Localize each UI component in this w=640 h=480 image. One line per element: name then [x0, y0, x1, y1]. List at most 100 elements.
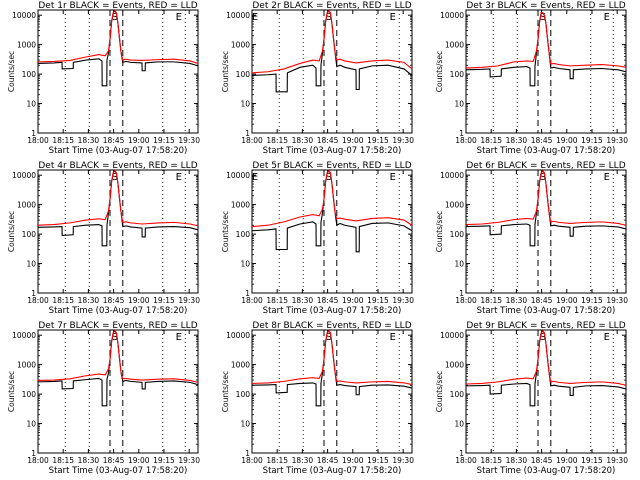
x-axis-label: Start Time (03-Aug-07 17:58:20) — [263, 466, 402, 476]
y-tick-label: 1000 — [17, 201, 36, 210]
x-tick-label: 19:30 — [392, 296, 414, 305]
x-tick-label: 19:15 — [153, 296, 175, 305]
y-tick-label: 100 — [450, 230, 465, 239]
panel-title: Det 6r BLACK = Events, RED = LLD — [466, 161, 625, 171]
x-tick-label: 18:15 — [266, 296, 288, 305]
x-tick-label: 18:15 — [52, 136, 74, 145]
x-tick-label: 19:30 — [392, 136, 414, 145]
x-tick-label: 18:45 — [317, 296, 339, 305]
x-tick-label: 18:30 — [506, 136, 528, 145]
segment-marker-label: E — [390, 12, 396, 23]
x-tick-label: 18:15 — [266, 136, 288, 145]
x-tick-label: 19:15 — [153, 456, 175, 465]
y-tick-label: 1 — [31, 289, 36, 298]
y-tick-label: 1 — [459, 449, 464, 458]
segment-marker-label: S — [540, 332, 546, 343]
y-tick-label: 1 — [459, 289, 464, 298]
x-tick-label: 18:00 — [27, 456, 49, 465]
x-tick-label: 18:00 — [455, 456, 477, 465]
x-tick-label: 18:15 — [266, 456, 288, 465]
y-tick-label: 100 — [450, 390, 465, 399]
x-tick-label: 19:15 — [153, 136, 175, 145]
x-tick-label: 18:30 — [292, 456, 314, 465]
segment-marker-label: E — [604, 332, 610, 343]
segment-marker-label: E — [604, 172, 610, 183]
x-tick-label: 18:00 — [241, 296, 263, 305]
y-tick-label: 1000 — [231, 41, 250, 50]
segment-marker-label: E — [390, 172, 396, 183]
y-tick-label: 10000 — [440, 171, 464, 180]
y-tick-label: 1000 — [445, 361, 464, 370]
x-tick-label: 18:30 — [506, 296, 528, 305]
panel-title: Det 4r BLACK = Events, RED = LLD — [38, 161, 197, 171]
y-axis-label: Counts/sec — [7, 211, 16, 252]
x-tick-label: 19:30 — [178, 456, 200, 465]
x-tick-label: 18:30 — [292, 136, 314, 145]
series-lld-line — [251, 330, 413, 386]
y-tick-label: 10 — [454, 260, 464, 269]
y-axis-label: Counts/sec — [7, 51, 16, 92]
x-tick-label: 19:15 — [581, 456, 603, 465]
segment-marker-label: S — [326, 172, 332, 183]
y-tick-label: 10000 — [226, 331, 250, 340]
x-tick-label: 19:00 — [128, 296, 150, 305]
chart-panel-5: Det 5r BLACK = Events, RED = LLD 1 10 100 10… — [221, 161, 414, 316]
x-tick-label: 18:45 — [317, 136, 339, 145]
series-lld-line — [37, 10, 199, 64]
x-tick-label: 18:45 — [103, 136, 125, 145]
panel-title: Det 5r BLACK = Events, RED = LLD — [252, 161, 411, 171]
x-axis-label: Start Time (03-Aug-07 17:58:20) — [477, 306, 616, 316]
x-tick-label: 19:30 — [178, 296, 200, 305]
y-tick-label: 1000 — [445, 41, 464, 50]
y-tick-label: 10 — [240, 420, 250, 429]
x-tick-label: 18:00 — [27, 296, 49, 305]
x-tick-label: 18:45 — [317, 456, 339, 465]
y-tick-label: 10000 — [12, 11, 36, 20]
y-tick-label: 10000 — [440, 11, 464, 20]
segment-marker-label: E — [604, 12, 610, 23]
series-lld-line — [465, 170, 627, 226]
plot-frame — [251, 9, 413, 134]
y-axis-label: Counts/sec — [435, 211, 444, 252]
x-tick-label: 18:30 — [506, 456, 528, 465]
series-lld-line — [465, 12, 627, 69]
x-tick-label: 19:00 — [342, 296, 364, 305]
x-tick-label: 18:15 — [480, 296, 502, 305]
x-axis-label: Start Time (03-Aug-07 17:58:20) — [477, 466, 616, 476]
x-tick-label: 19:15 — [581, 296, 603, 305]
x-tick-label: 19:00 — [128, 456, 150, 465]
y-tick-label: 1000 — [17, 41, 36, 50]
segment-marker-label: S — [540, 12, 546, 23]
segment-marker-label: E — [252, 12, 258, 23]
y-tick-label: 1 — [245, 449, 250, 458]
x-tick-label: 19:00 — [556, 456, 578, 465]
x-tick-label: 18:45 — [531, 136, 553, 145]
y-tick-label: 10000 — [226, 11, 250, 20]
y-tick-label: 10 — [454, 100, 464, 109]
panel-title: Det 1r BLACK = Events, RED = LLD — [38, 1, 197, 11]
y-tick-label: 10 — [26, 420, 36, 429]
plot-frame — [37, 329, 199, 454]
x-tick-label: 18:45 — [531, 456, 553, 465]
x-axis-label: Start Time (03-Aug-07 17:58:20) — [49, 306, 188, 316]
x-tick-label: 18:15 — [52, 296, 74, 305]
y-axis-label: Counts/sec — [435, 371, 444, 412]
x-tick-label: 19:00 — [128, 136, 150, 145]
plot-frame — [37, 9, 199, 134]
chart-panel-9: Det 9r BLACK = Events, RED = LLD 1 10 100 10… — [435, 321, 628, 476]
x-tick-label: 18:15 — [480, 456, 502, 465]
x-axis-label: Start Time (03-Aug-07 17:58:20) — [477, 146, 616, 156]
y-tick-label: 1 — [245, 129, 250, 138]
segment-marker-label: E — [176, 12, 182, 23]
y-tick-label: 10 — [240, 260, 250, 269]
segment-marker-label: S — [540, 172, 546, 183]
series-lld-line — [465, 330, 627, 386]
y-tick-label: 1000 — [445, 201, 464, 210]
x-tick-label: 18:15 — [480, 136, 502, 145]
series-lld-line — [37, 170, 199, 227]
y-tick-label: 1 — [31, 129, 36, 138]
y-tick-label: 100 — [22, 390, 37, 399]
chart-panel-1: Det 1r BLACK = Events, RED = LLD 1 10 100 10… — [7, 1, 200, 156]
segment-marker-label: E — [252, 172, 258, 183]
